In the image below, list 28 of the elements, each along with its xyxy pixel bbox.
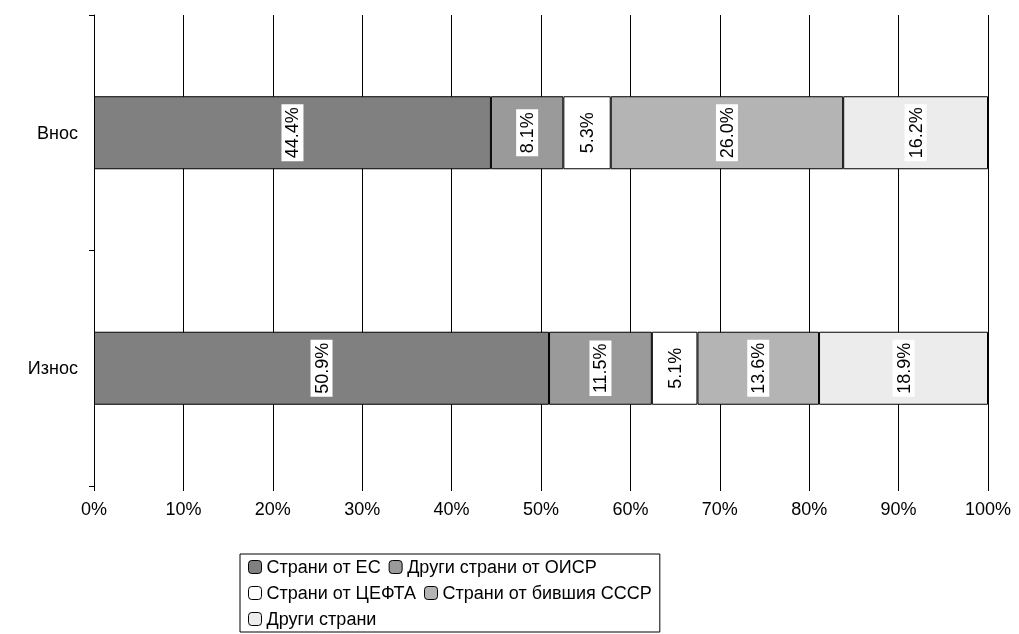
legend-label: Други страни (266, 609, 377, 629)
data-label: 13.6% (748, 342, 769, 394)
data-label: 50.9% (311, 342, 332, 394)
legend-label: Страни от ЕС (266, 557, 381, 577)
legend-label: Страни от бившия СССР (442, 583, 652, 603)
x-tick-label: 70% (701, 499, 738, 519)
data-label: 5.1% (664, 347, 685, 389)
data-label: 26.0% (716, 107, 737, 159)
legend-label: Други страни от ОИСР (407, 557, 597, 577)
x-tick-label: 30% (344, 499, 381, 519)
y-tick-label: Износ (27, 358, 78, 379)
data-label: 18.9% (893, 342, 914, 394)
data-label: 16.2% (905, 107, 926, 159)
x-tick-label: 100% (964, 499, 1012, 519)
data-label: 44.4% (282, 107, 303, 159)
data-label: 11.5% (590, 343, 611, 394)
x-tick-label: 40% (433, 499, 470, 519)
x-tick-label: 80% (791, 499, 828, 519)
x-tick-label: 50% (522, 499, 560, 519)
data-label: 8.1% (517, 112, 538, 154)
y-tick-label: Внос (37, 122, 78, 143)
x-tick-label: 10% (165, 499, 202, 519)
legend-label: Страни от ЦЕФТА (266, 583, 417, 603)
x-tick-label: 60% (612, 499, 649, 519)
x-tick-label: 0% (80, 499, 108, 519)
x-tick-label: 90% (880, 499, 917, 519)
x-tick-label: 20% (254, 499, 291, 519)
data-label: 5.3% (577, 112, 598, 154)
